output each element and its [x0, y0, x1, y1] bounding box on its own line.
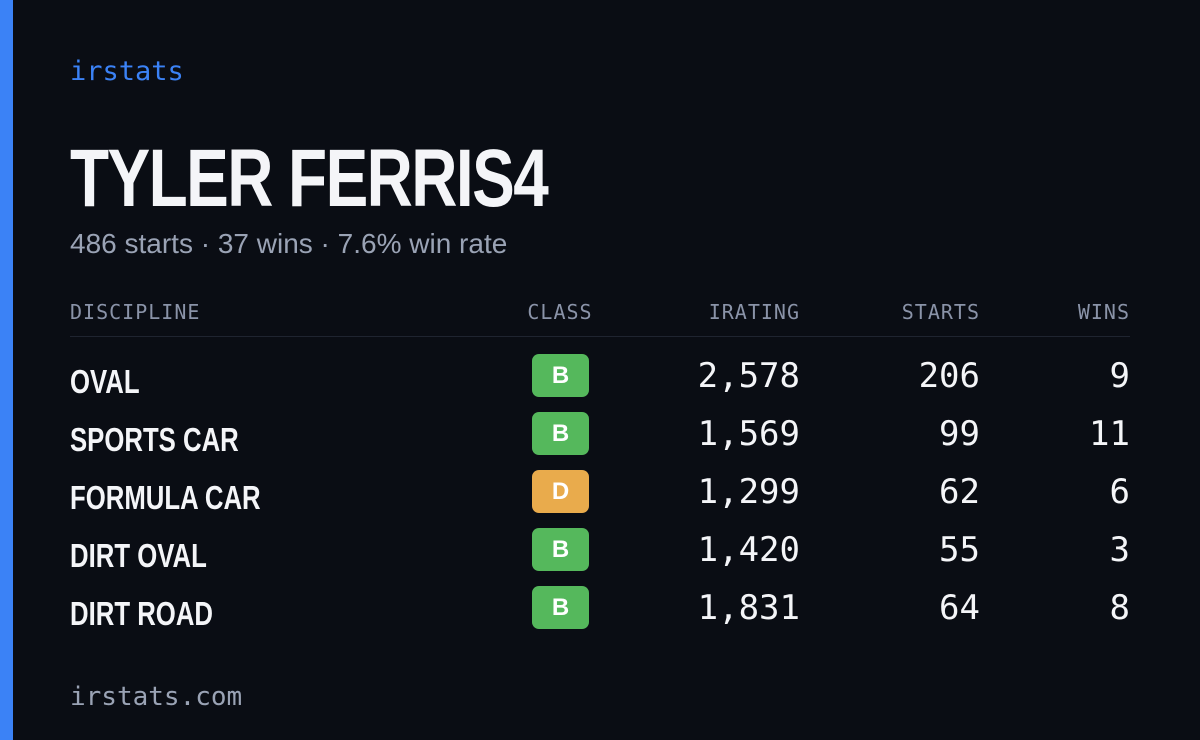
class-badge: B [532, 354, 589, 397]
stat-value: 8 [1109, 588, 1130, 628]
header-rule [70, 336, 1130, 337]
discipline: FORMULA CAR [70, 479, 261, 516]
footer: irstats.com [70, 682, 243, 712]
stat-value: 9 [1109, 356, 1130, 396]
accent-bar [0, 0, 13, 740]
stat-value: 11 [1089, 414, 1130, 454]
stat-value: 1,299 [697, 472, 800, 512]
column-header: CLASS [527, 300, 593, 324]
summary: 486 starts · 37 wins · 7.6% win rate [70, 228, 508, 259]
column-header: STARTS [901, 300, 980, 324]
column-header: WINS [1077, 300, 1130, 324]
column-header: DISCIPLINE [70, 300, 201, 324]
brand: irstats [70, 56, 184, 87]
stat-value: 62 [939, 472, 980, 512]
stat-value: 1,569 [697, 414, 800, 454]
stat-value: 1,420 [697, 530, 800, 570]
stat-value: 3 [1109, 530, 1130, 570]
class-badge: D [532, 470, 589, 513]
stat-value: 6 [1109, 472, 1130, 512]
column-header: IRATING [708, 300, 800, 324]
class-badge: B [532, 586, 589, 629]
stat-value: 64 [939, 588, 980, 628]
stat-value: 1,831 [697, 588, 800, 628]
discipline: SPORTS CAR [70, 421, 239, 458]
stat-value: 55 [939, 530, 980, 570]
class-badge: B [532, 528, 589, 571]
stat-value: 2,578 [697, 356, 800, 396]
discipline: DIRT ROAD [70, 595, 213, 632]
stat-value: 99 [939, 414, 980, 454]
class-badge: B [532, 412, 589, 455]
driver-name: TYLER FERRIS4 [70, 133, 549, 224]
discipline: DIRT OVAL [70, 537, 207, 574]
stat-value: 206 [918, 356, 980, 396]
discipline: OVAL [70, 363, 140, 400]
